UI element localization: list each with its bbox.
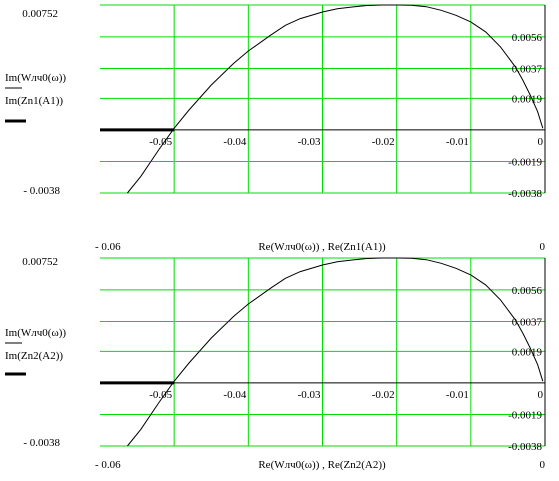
plot1-x-axis-label: Re(Wлч0(ω)) , Re(Zn1(A1)) — [258, 241, 386, 253]
plot1-x-tick-label: -0.02 — [372, 136, 395, 148]
plot1-y-axis-label-1: Im(Wлч0(ω)) — [5, 72, 66, 84]
plot1-y-max-label: 0.00752 — [22, 8, 58, 20]
plot2-y-tick-label: -0.0038 — [508, 441, 542, 453]
plot1-y-axis-label-2: Im(Zn1(A1)) — [5, 95, 63, 107]
plot1-x-tick-label: 0 — [538, 136, 544, 148]
plot2-y-min-label: - 0.0038 — [23, 437, 60, 449]
plot2-x-tick-label: -0.01 — [446, 389, 469, 401]
plot2-x-tick-label: -0.04 — [223, 389, 246, 401]
plot2-x-axis-label: Re(Wлч0(ω)) , Re(Zn2(A2)) — [258, 459, 386, 471]
plot1-y-tick-label: 0.0037 — [512, 63, 543, 75]
plot2-y-tick-label: 0.0019 — [512, 346, 543, 358]
plot1-y-min-label: - 0.0038 — [23, 185, 60, 197]
plot2-y-axis-label-1: Im(Wлч0(ω)) — [5, 327, 66, 339]
plot2-y-tick-label: -0.0019 — [508, 409, 542, 421]
plot1-x-tick-label: -0.04 — [223, 136, 246, 148]
plot1-x-max-label: 0 — [540, 241, 546, 253]
plot2-x-tick-label: -0.02 — [372, 389, 395, 401]
plot1-y-tick-label: 0.0019 — [512, 93, 543, 105]
plot2-series-curve — [127, 257, 544, 447]
plot2-x-tick-label: -0.03 — [298, 389, 321, 401]
plot1-x-min-label: - 0.06 — [95, 241, 121, 253]
plot1-x-tick-label: -0.03 — [298, 136, 321, 148]
plot2-x-max-label: 0 — [540, 459, 546, 471]
plot1-y-tick-label: -0.0038 — [508, 188, 542, 200]
plot2-y-axis-label-2: Im(Zn2(A2)) — [5, 350, 63, 362]
plot1-y-tick-label: -0.0019 — [508, 156, 542, 168]
plot1-x-tick-label: -0.01 — [446, 136, 469, 148]
plot1-series-curve — [127, 4, 544, 194]
plot2-y-tick-label: 0.0037 — [512, 316, 543, 328]
plot2-y-tick-label: 0.0056 — [512, 285, 543, 297]
plot1-y-tick-label: 0.0056 — [512, 32, 543, 44]
plot2-x-tick-label: 0 — [538, 389, 544, 401]
plot2-y-max-label: 0.00752 — [22, 256, 58, 268]
plot2-x-min-label: - 0.06 — [95, 459, 121, 471]
